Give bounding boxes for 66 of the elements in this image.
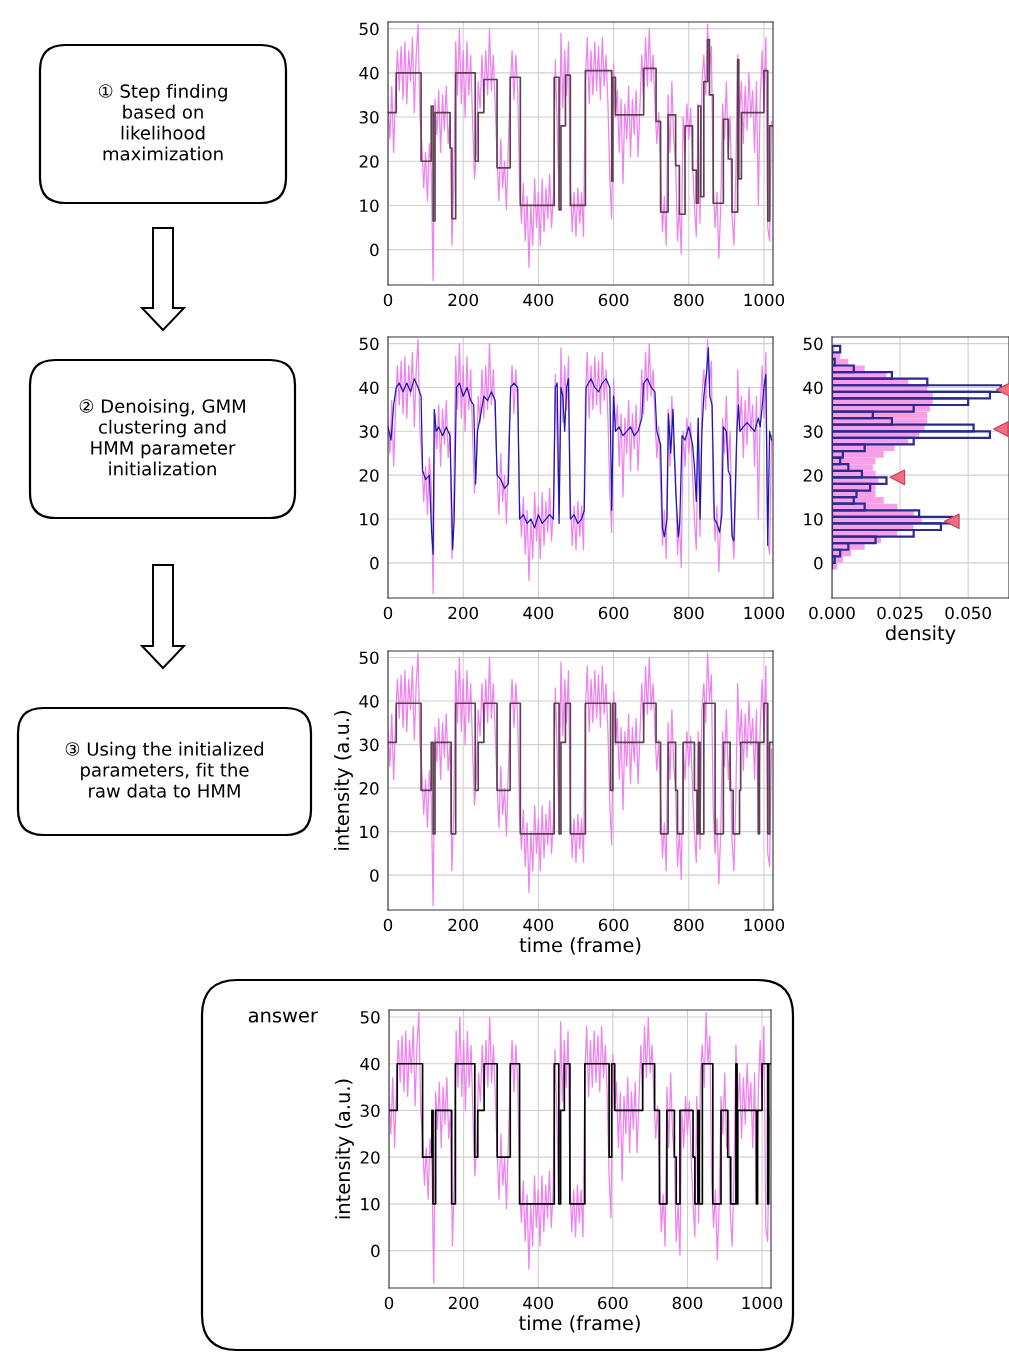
y-tick-label: 0 bbox=[371, 1244, 380, 1258]
y-tick-label: 0 bbox=[814, 556, 823, 570]
y-tick-label: 10 bbox=[360, 825, 379, 839]
y-tick-label: 20 bbox=[359, 782, 379, 795]
y-tick-label: 20 bbox=[359, 469, 379, 482]
x-tick-label: 0 bbox=[383, 918, 393, 932]
x-axis-title: time (frame) bbox=[519, 1315, 640, 1333]
y-tick-label: 0 bbox=[370, 869, 379, 882]
x-tick-label: 800 bbox=[674, 606, 704, 620]
y-axis-title: intensity (a.u.) bbox=[334, 711, 353, 850]
y-tick-label: 50 bbox=[803, 337, 823, 351]
y-tick-label: 30 bbox=[359, 425, 379, 438]
x-tick-label: 200 bbox=[448, 1296, 479, 1310]
y-tick-label: 0 bbox=[370, 556, 379, 570]
y-tick-label: 10 bbox=[804, 513, 823, 526]
y-tick-label: 50 bbox=[359, 651, 379, 665]
y-tick-label: 50 bbox=[359, 337, 379, 351]
y-tick-label: 30 bbox=[803, 425, 823, 438]
x-tick-label: 400 bbox=[523, 918, 554, 932]
y-tick-label: 50 bbox=[360, 1010, 380, 1024]
y-tick-label: 30 bbox=[360, 1104, 380, 1118]
y-tick-label: 40 bbox=[359, 66, 379, 80]
y-tick-label: 10 bbox=[360, 513, 379, 526]
text: ② Denoising, GMM clustering and HMM parameter initialization bbox=[79, 398, 245, 476]
x-tick-label: 400 bbox=[523, 606, 554, 620]
y-tick-label: 40 bbox=[803, 381, 823, 395]
x-tick-label: 0 bbox=[383, 293, 393, 307]
y-axis-title: intensity (a.u.) bbox=[335, 1079, 354, 1219]
y-tick-label: 10 bbox=[360, 199, 379, 213]
chart-title: answer bbox=[248, 1011, 318, 1023]
x-tick-label: 0 bbox=[384, 1296, 394, 1310]
x-tick-label: 600 bbox=[598, 918, 629, 932]
text: ③ Using the initialized parameters, fit the raw data to HMM bbox=[65, 741, 264, 798]
text: ① Step finding based on likelihood maximization bbox=[98, 83, 227, 161]
y-tick-label: 10 bbox=[361, 1197, 380, 1211]
x-tick-label: 0.025 bbox=[877, 606, 923, 620]
y-tick-label: 30 bbox=[359, 738, 379, 752]
y-tick-label: 50 bbox=[359, 22, 379, 36]
x-tick-label: 600 bbox=[598, 606, 629, 620]
x-tick-label: 1000 bbox=[742, 1296, 783, 1310]
x-tick-label: 0.050 bbox=[945, 606, 991, 620]
x-tick-label: 400 bbox=[523, 1296, 554, 1310]
y-tick-label: 0 bbox=[370, 243, 379, 257]
x-tick-label: 600 bbox=[598, 1296, 628, 1310]
x-tick-label: 800 bbox=[674, 918, 704, 932]
x-tick-label: 1000 bbox=[744, 606, 785, 620]
y-tick-label: 20 bbox=[803, 469, 823, 482]
x-tick-label: 800 bbox=[674, 293, 704, 307]
x-tick-label: 200 bbox=[448, 293, 478, 307]
x-tick-label: 800 bbox=[672, 1296, 703, 1310]
y-tick-label: 20 bbox=[359, 155, 379, 168]
x-tick-label: 1000 bbox=[744, 918, 785, 932]
y-tick-label: 40 bbox=[360, 1057, 380, 1071]
x-tick-label: 0 bbox=[383, 606, 393, 620]
y-tick-label: 20 bbox=[360, 1151, 380, 1164]
x-axis-title: time (frame) bbox=[519, 937, 641, 955]
x-tick-label: 600 bbox=[598, 293, 629, 307]
y-tick-label: 30 bbox=[359, 111, 379, 124]
x-tick-label: 0.000 bbox=[809, 606, 855, 620]
x-tick-label: 200 bbox=[448, 606, 478, 620]
y-tick-label: 40 bbox=[359, 381, 379, 395]
x-tick-label: 1000 bbox=[744, 293, 785, 307]
x-axis-title: density bbox=[885, 625, 956, 645]
x-tick-label: 400 bbox=[523, 293, 554, 307]
x-tick-label: 200 bbox=[448, 918, 478, 932]
y-tick-label: 40 bbox=[359, 695, 379, 708]
